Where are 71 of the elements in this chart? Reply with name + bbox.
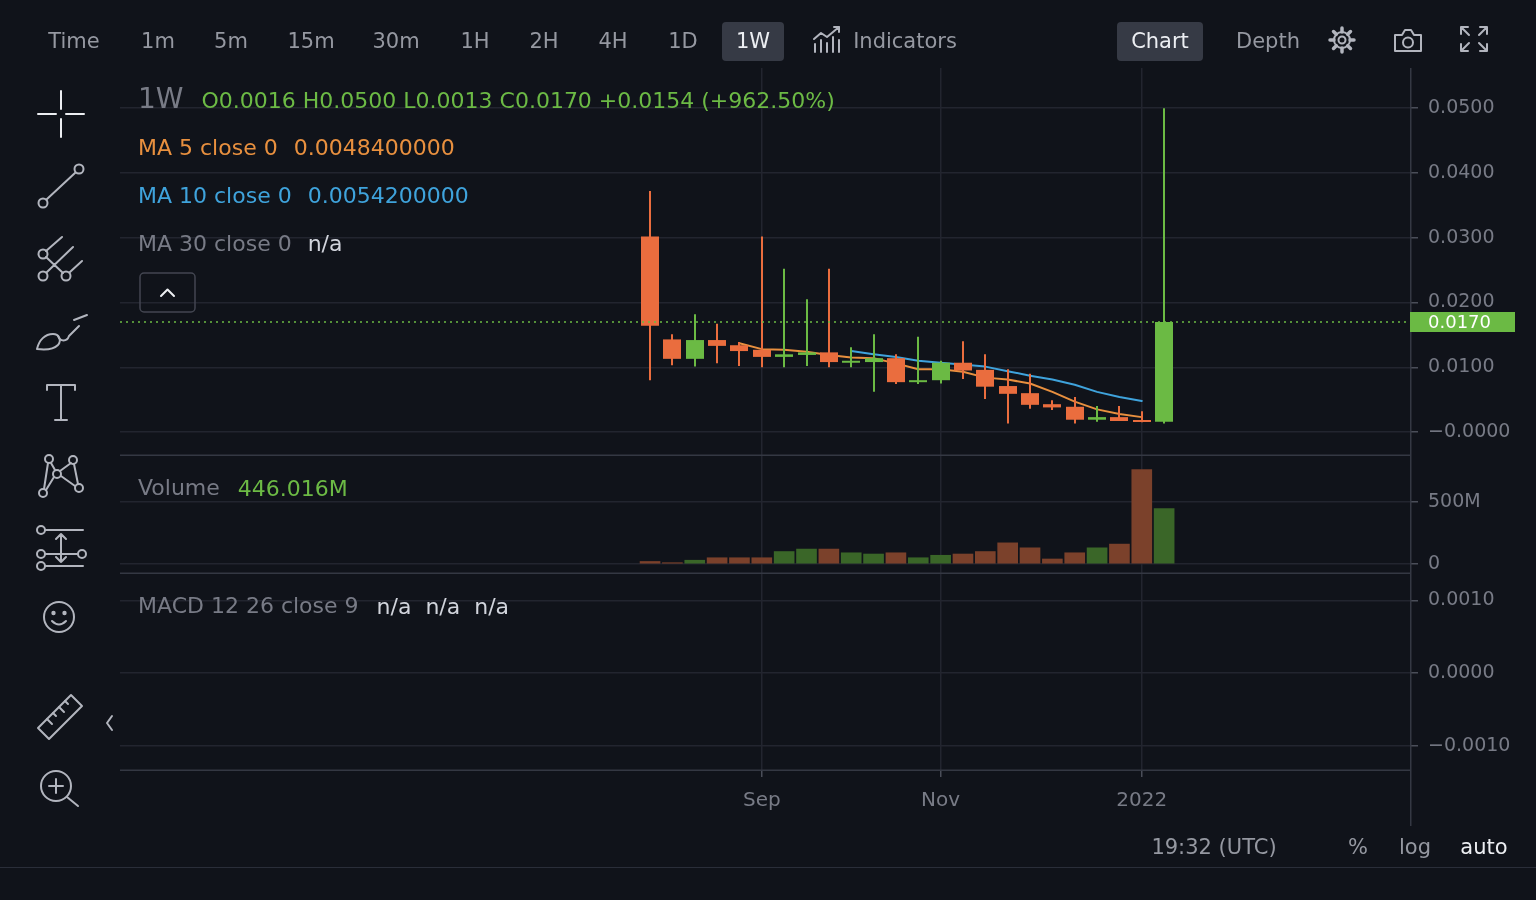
annotation: n/a: [474, 593, 510, 619]
text: 1m: [141, 28, 175, 53]
text: MA 10 close 0: [138, 182, 292, 208]
bar: [773, 551, 795, 564]
y-tick-label: 0.0500: [1428, 95, 1495, 118]
x-tick-label: Nov: [921, 787, 961, 812]
annotation: n/a: [307, 230, 343, 256]
x-tick-label: 2022: [1116, 787, 1168, 812]
candlestick: [730, 341, 748, 367]
y-tick-label: 0.0000: [1428, 660, 1495, 683]
text: log: [1398, 834, 1432, 859]
candlestick: [909, 335, 927, 386]
candlestick: [887, 353, 905, 386]
y-tick-label: 500M: [1428, 488, 1481, 511]
text: MACD 12 26 close 9: [138, 592, 359, 618]
y-tick-label: 0.0300: [1428, 224, 1495, 247]
bar: [818, 548, 840, 564]
text: Volume: [138, 474, 220, 500]
candlestick: [865, 333, 883, 393]
text: 19:32 (UTC): [1151, 834, 1277, 859]
text: auto: [1460, 834, 1508, 859]
annotation: 0.0054200000: [307, 182, 469, 208]
annotation: n/a: [425, 593, 461, 619]
candlestick: [1021, 372, 1039, 410]
bar: [796, 548, 817, 564]
bar: [952, 553, 974, 564]
candlestick: [1066, 396, 1084, 425]
annotation: 446.016M: [237, 475, 348, 501]
bar: [885, 552, 907, 564]
text: Depth: [1236, 28, 1300, 53]
bar: [1153, 508, 1175, 564]
y-tick-label: 0.0100: [1428, 354, 1495, 377]
y-tick-label: 0: [1428, 550, 1441, 573]
text: Chart: [1131, 28, 1189, 53]
candlestick: [842, 346, 860, 369]
text: 1D: [668, 28, 698, 53]
bar: [684, 559, 706, 564]
bar: [639, 561, 661, 564]
candlestick: [954, 340, 972, 380]
text: Indicators: [853, 28, 957, 53]
candlestick: [999, 368, 1017, 425]
bar: [1019, 547, 1041, 564]
candlestick: [663, 333, 681, 367]
text: 30m: [372, 28, 420, 53]
bar: [1086, 547, 1108, 564]
text: 1W: [735, 28, 771, 53]
candlestick: [976, 353, 994, 400]
text: MA 5 close 0: [138, 134, 278, 160]
candlestick: [708, 322, 726, 365]
text: 5m: [214, 28, 248, 53]
bar: [706, 557, 728, 564]
y-tick-label: −0.0000: [1428, 418, 1511, 441]
y-tick-label: 0.0400: [1428, 159, 1495, 182]
text: 15m: [287, 28, 335, 53]
text: %: [1348, 834, 1368, 859]
x-tick-label: Sep: [742, 787, 781, 812]
text: 1W: [138, 82, 184, 116]
y-tick-label: 0.0010: [1428, 587, 1495, 610]
candlestick: [820, 267, 838, 369]
text: 2H: [529, 28, 559, 53]
y-tick-label: 0.0200: [1428, 289, 1495, 312]
annotation: 0.0048400000: [293, 134, 455, 160]
text: 1H: [460, 28, 490, 53]
text: 4H: [598, 28, 628, 53]
y-tick-label: −0.0010: [1428, 733, 1511, 756]
candlestick: [932, 359, 950, 385]
annotation: MA 30 close 0: [138, 230, 292, 256]
annotation: O0.0016 H0.0500 L0.0013 C0.0170 +0.0154 (+962.50%): [201, 87, 835, 113]
ref-line-label: 0.0170: [1428, 310, 1491, 332]
text: Time: [48, 28, 100, 53]
annotation: n/a: [376, 593, 412, 619]
